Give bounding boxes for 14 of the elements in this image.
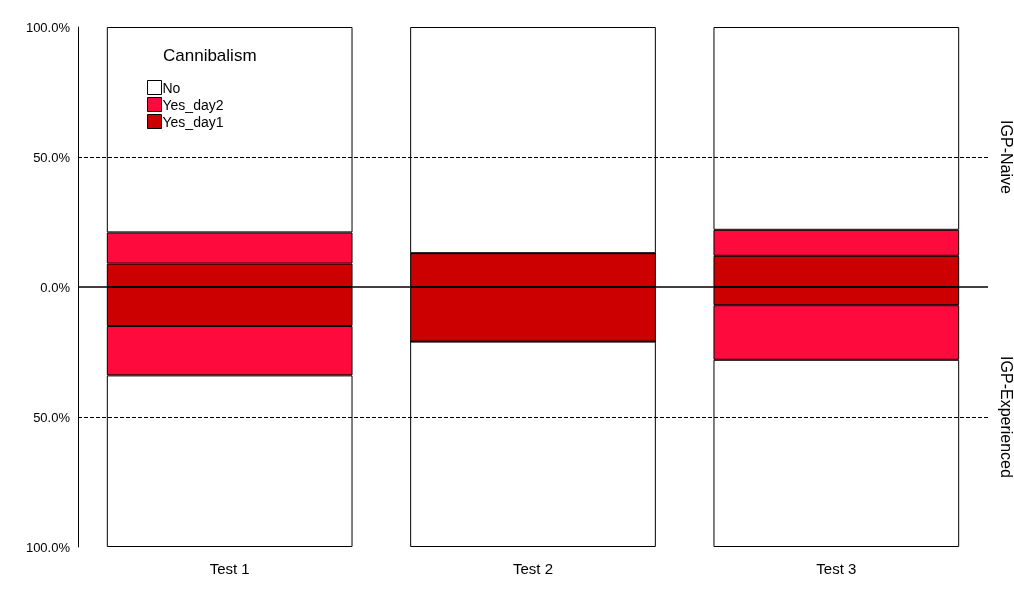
legend-label: Yes_day1 <box>162 113 224 130</box>
legend-label: No <box>162 79 181 96</box>
y-tick-label: 0.0% <box>40 279 71 295</box>
y-tick-label: 100.0% <box>25 539 71 555</box>
x-tick-label: Test 1 <box>209 560 250 577</box>
y-tick-label: 50.0% <box>33 409 71 425</box>
text: IGP-Naive <box>997 120 1014 194</box>
y-tick-label: 100.0% <box>25 19 71 35</box>
x-tick-label: Test 2 <box>512 560 554 577</box>
legend-title: Cannibalism <box>163 46 257 65</box>
legend-label: Yes_day2 <box>162 96 224 113</box>
x-tick-label: Test 3 <box>816 560 857 577</box>
y-tick-label: 50.0% <box>33 149 71 165</box>
text: IGP-Experienced <box>997 356 1014 478</box>
